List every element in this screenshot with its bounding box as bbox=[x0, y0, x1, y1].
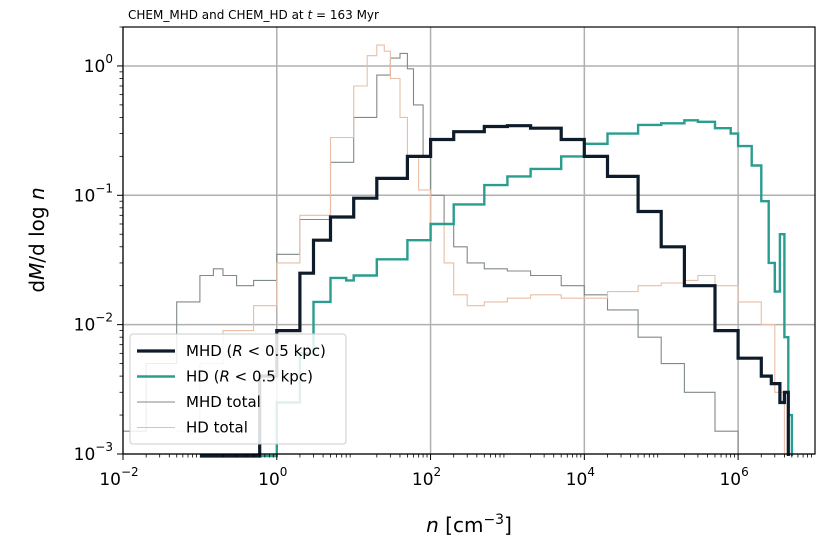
x-tick-label: 106 bbox=[719, 465, 748, 490]
plot-lines bbox=[123, 44, 794, 458]
axes-frame bbox=[122, 26, 816, 455]
y-tick-label: 10−3 bbox=[74, 440, 113, 465]
legend-label-1: HD (R < 0.5 kpc) bbox=[186, 368, 313, 386]
series-line-2 bbox=[123, 52, 739, 456]
x-tick-label: 10−2 bbox=[99, 465, 138, 490]
legend-label-3: HD total bbox=[186, 419, 248, 437]
legend-box bbox=[129, 333, 347, 445]
legend-label-0: MHD (R < 0.5 kpc) bbox=[186, 342, 326, 360]
legend: MHD (R < 0.5 kpc) HD (R < 0.5 kpc) MHD tot… bbox=[129, 333, 347, 445]
legend-label-2: MHD total bbox=[186, 393, 261, 411]
x-axis-title: n [cm−3] bbox=[426, 512, 512, 537]
series-line-3 bbox=[176, 44, 785, 454]
x-tick-label: 102 bbox=[412, 465, 441, 490]
y-tick-label: 10−1 bbox=[74, 181, 113, 206]
x-tick-label: 104 bbox=[566, 465, 595, 490]
y-axis-title: dM/d log n bbox=[25, 187, 49, 292]
chart-title: CHEM_MHD and CHEM_HD at t = 163 Myr bbox=[128, 8, 379, 22]
series-line-1 bbox=[253, 119, 794, 458]
x-tick-label: 100 bbox=[258, 465, 287, 490]
y-tick-label: 10−2 bbox=[74, 311, 113, 336]
y-tick-label: 100 bbox=[84, 52, 113, 77]
series-line-0 bbox=[199, 124, 790, 458]
